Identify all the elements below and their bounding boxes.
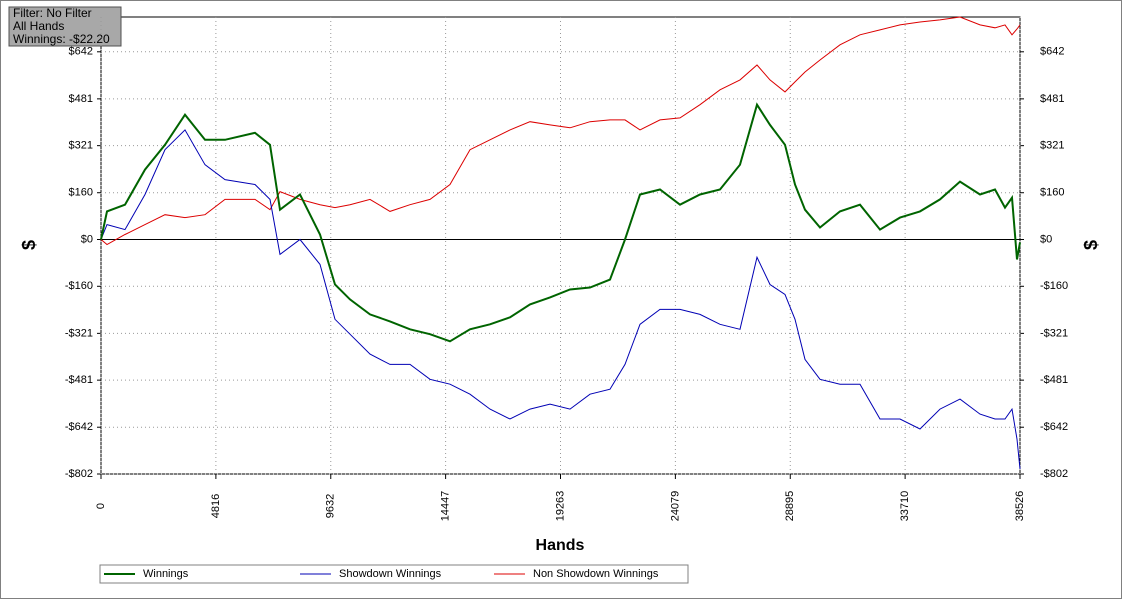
x-tick-label: 28895 (784, 491, 796, 522)
y-axis-label: $ (19, 240, 39, 250)
x-tick-label: 19263 (554, 491, 566, 522)
x-tick-label: 33710 (899, 491, 911, 522)
info-filter: Filter: No Filter (13, 6, 92, 20)
y-tick-label-right: -$642 (1040, 421, 1068, 433)
y-tick-label: $321 (69, 140, 93, 152)
y-tick-label: $642 (69, 46, 93, 58)
legend-label: Winnings (143, 568, 189, 580)
y-tick-label: -$802 (65, 468, 93, 480)
y-tick-label-right: $160 (1040, 187, 1064, 199)
info-box (8, 6, 122, 47)
y-tick-label: -$642 (65, 421, 93, 433)
series-line (100, 16, 1021, 246)
x-tick-label: 14447 (440, 491, 452, 522)
y-tick-label-right: $0 (1040, 233, 1052, 245)
x-axis-label: Hands (536, 537, 585, 554)
legend-label: Non Showdown Winnings (533, 568, 659, 580)
y-tick-label-right: -$160 (1040, 280, 1068, 292)
y-tick-label-right: -$802 (1040, 468, 1068, 480)
info-winnings: Winnings: -$22.20 (13, 32, 110, 46)
series-line (100, 102, 1021, 343)
y-tick-label: -$321 (65, 327, 93, 339)
x-tick-label: 38526 (1014, 491, 1026, 522)
x-tick-label: 4816 (210, 494, 222, 518)
y-tick-label-right: -$321 (1040, 327, 1068, 339)
x-tick-label: 0 (95, 503, 107, 509)
y-tick-label: -$160 (65, 280, 93, 292)
info-hands: All Hands (13, 19, 64, 33)
y-axis-label-right: $ (1081, 240, 1101, 250)
x-tick-label: 24079 (669, 491, 681, 522)
y-tick-label: $0 (81, 233, 93, 245)
y-tick-label: $160 (69, 187, 93, 199)
legend (99, 564, 689, 584)
y-tick-label-right: $321 (1040, 140, 1064, 152)
y-tick-label: -$481 (65, 374, 93, 386)
legend-label: Showdown Winnings (339, 568, 442, 580)
y-tick-label-right: $481 (1040, 93, 1064, 105)
series-line (100, 129, 1021, 470)
x-tick-label: 9632 (325, 494, 337, 518)
y-tick-label: $481 (69, 93, 93, 105)
y-tick-label-right: -$481 (1040, 374, 1068, 386)
y-tick-label-right: $642 (1040, 46, 1064, 58)
